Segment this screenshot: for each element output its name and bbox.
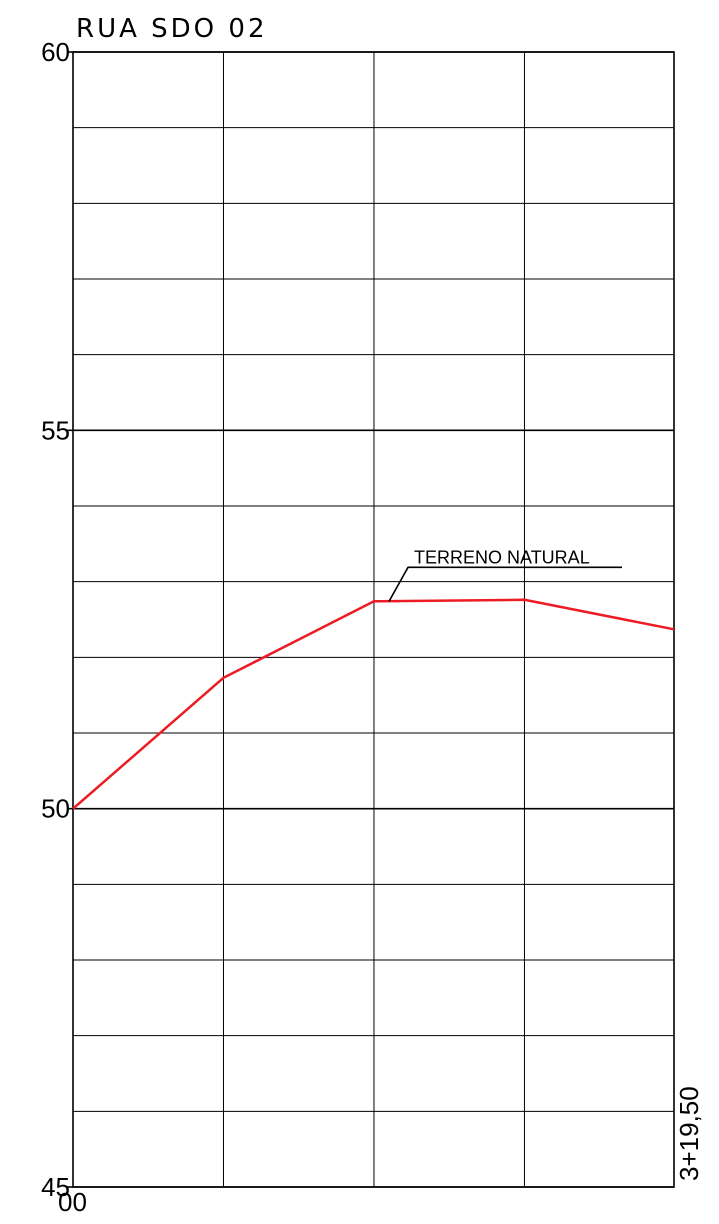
series-line-terreno-natural	[72, 598, 675, 810]
x-tick-label-end: 3+19,50	[674, 1086, 704, 1181]
vertical-grid	[72, 52, 675, 1187]
series-layer	[72, 598, 675, 810]
annotation-leader-line	[388, 566, 623, 602]
x-tick-label-start: 00	[58, 1187, 87, 1217]
y-tick-label-55: 55	[41, 415, 70, 445]
y-tick-label-50: 50	[41, 794, 70, 824]
annotation-label: TERRENO NATURAL	[414, 547, 590, 567]
annotation-layer: TERRENO NATURAL	[388, 547, 623, 602]
y-axis-ticks: 45 50 55 60	[41, 37, 73, 1202]
x-axis-ticks: 00 3+19,50	[58, 1086, 704, 1217]
plot-frame	[72, 51, 675, 1188]
y-tick-label-45: 45	[41, 1172, 70, 1202]
y-tick-label-60: 60	[41, 37, 70, 67]
chart-title: RUA SDO 02	[76, 14, 267, 44]
